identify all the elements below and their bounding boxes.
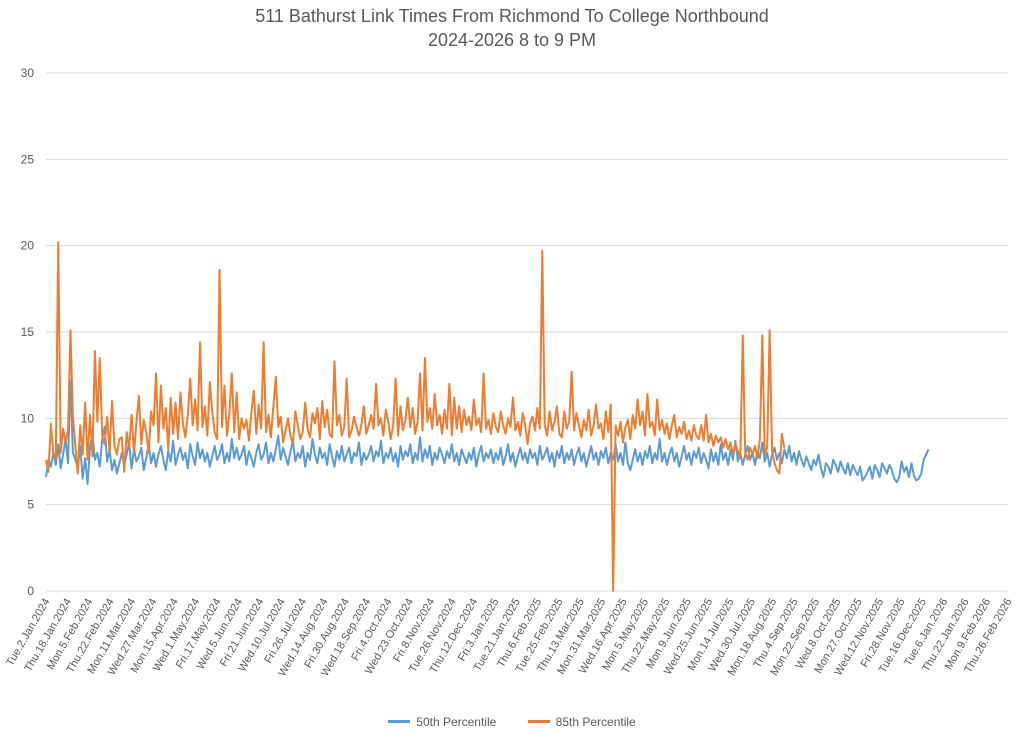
chart-title-block: 511 Bathurst Link Times From Richmond To… (0, 4, 1024, 52)
series-line-50th (45, 379, 930, 485)
chart-subtitle: 2024-2026 8 to 9 PM (427, 30, 597, 50)
y-tick-label: 15 (21, 325, 35, 339)
series-lines (45, 241, 930, 592)
y-tick-label: 30 (21, 66, 35, 80)
line-chart: 0 5 10 15 20 25 30 Tue.2.Jan.2024Thu.18.Jan.20… (4, 66, 1014, 679)
x-axis-ticks: Tue.2.Jan.2024Thu.18.Jan.2024Mon.5.Feb.2… (4, 596, 1014, 678)
gridlines (46, 72, 1008, 592)
y-tick-label: 20 (21, 239, 35, 253)
series-line-85th (45, 241, 786, 592)
y-tick-label: 25 (21, 152, 35, 166)
chart-title: 511 Bathurst Link Times From Richmond To… (255, 6, 769, 26)
legend-swatch-50th (388, 720, 411, 723)
legend: 50th Percentile 85th Percentile (0, 712, 1024, 729)
legend-label-85th: 85th Percentile (555, 714, 636, 729)
y-tick-label: 5 (27, 498, 34, 512)
legend-item-85th: 85th Percentile (527, 714, 636, 729)
y-tick-label: 0 (27, 584, 34, 598)
legend-item-50th: 50th Percentile (388, 715, 496, 729)
y-tick-label: 10 (21, 411, 35, 425)
legend-label-50th: 50th Percentile (416, 714, 497, 729)
legend-swatch-85th (527, 720, 550, 723)
y-axis-ticks: 0 5 10 15 20 25 30 (21, 66, 35, 598)
